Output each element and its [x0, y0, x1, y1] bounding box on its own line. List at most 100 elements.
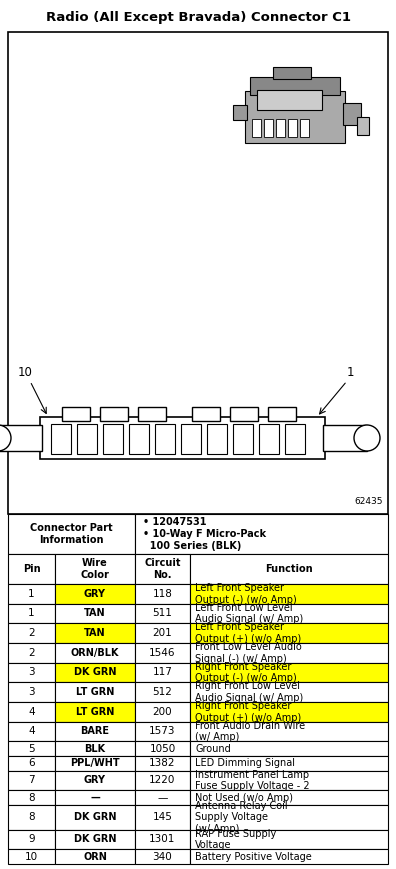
Bar: [190, 721, 388, 741]
Text: DK GRN: DK GRN: [74, 813, 116, 822]
Text: Left Front Low Level
Audio Signal (w/ Amp): Left Front Low Level Audio Signal (w/ Am…: [195, 603, 303, 624]
Text: 1220: 1220: [149, 775, 176, 786]
Text: Battery Positive Voltage: Battery Positive Voltage: [195, 852, 312, 862]
Bar: [62, 407, 90, 421]
Text: 9: 9: [28, 834, 35, 845]
Bar: [55, 623, 135, 643]
Text: 340: 340: [152, 852, 172, 862]
Text: 62435: 62435: [354, 497, 383, 506]
Text: Left Front Speaker
Output (+) (w/o Amp): Left Front Speaker Output (+) (w/o Amp): [195, 622, 301, 644]
Bar: [135, 790, 190, 805]
Bar: [8, 604, 55, 623]
Bar: [129, 424, 149, 454]
Bar: [323, 425, 367, 451]
Bar: [190, 682, 388, 702]
Bar: [8, 849, 55, 864]
Bar: [190, 756, 388, 771]
Bar: [55, 741, 135, 756]
Text: 10: 10: [25, 852, 38, 862]
Text: Wire
Color: Wire Color: [80, 558, 109, 580]
Bar: [8, 643, 55, 662]
Bar: [190, 623, 388, 643]
Text: 145: 145: [152, 813, 172, 822]
Text: • 12047531
• 10-Way F Micro-Pack
  100 Series (BLK): • 12047531 • 10-Way F Micro-Pack 100 Ser…: [143, 517, 266, 551]
Bar: [77, 424, 97, 454]
Text: 1573: 1573: [149, 726, 176, 736]
Text: GRY: GRY: [84, 589, 106, 599]
Bar: [100, 407, 128, 421]
Bar: [135, 643, 190, 662]
Text: Function: Function: [265, 564, 313, 574]
Bar: [233, 105, 247, 120]
Bar: [190, 643, 388, 662]
Text: Right Front Speaker
Output (-) (w/o Amp): Right Front Speaker Output (-) (w/o Amp): [195, 661, 297, 683]
Text: DK GRN: DK GRN: [74, 834, 116, 845]
Bar: [8, 554, 55, 584]
Bar: [135, 584, 190, 604]
Bar: [285, 424, 305, 454]
Bar: [135, 771, 190, 790]
Bar: [8, 584, 55, 604]
Text: Not Used (w/o Amp): Not Used (w/o Amp): [195, 793, 293, 803]
Text: BLK: BLK: [84, 744, 106, 753]
Text: 5: 5: [28, 744, 35, 753]
Bar: [192, 407, 220, 421]
Bar: [55, 756, 135, 771]
Text: 6: 6: [28, 759, 35, 768]
Bar: [55, 662, 135, 682]
Text: 1546: 1546: [149, 647, 176, 658]
Text: TAN: TAN: [84, 608, 106, 619]
Text: RAP Fuse Supply
Voltage: RAP Fuse Supply Voltage: [195, 829, 276, 850]
Bar: [8, 514, 135, 554]
Bar: [252, 119, 261, 137]
Bar: [135, 702, 190, 721]
Bar: [190, 604, 388, 623]
Text: BARE: BARE: [80, 726, 110, 736]
Text: 3: 3: [28, 667, 35, 678]
Text: 1382: 1382: [149, 759, 176, 768]
Text: 201: 201: [152, 628, 172, 638]
Bar: [190, 584, 388, 604]
Bar: [55, 604, 135, 623]
Bar: [8, 771, 55, 790]
Text: 3: 3: [28, 687, 35, 697]
Text: 2: 2: [28, 647, 35, 658]
Bar: [233, 424, 253, 454]
Bar: [55, 849, 135, 864]
Text: 117: 117: [152, 667, 172, 678]
Bar: [138, 407, 166, 421]
Bar: [245, 91, 345, 143]
Text: LT GRN: LT GRN: [76, 706, 114, 717]
Bar: [135, 604, 190, 623]
Bar: [8, 721, 55, 741]
Bar: [343, 103, 361, 125]
Bar: [51, 424, 71, 454]
Bar: [250, 77, 340, 95]
Bar: [135, 756, 190, 771]
Bar: [259, 424, 279, 454]
Text: —: —: [157, 793, 168, 803]
Bar: [190, 790, 388, 805]
Text: 1: 1: [346, 366, 354, 379]
Ellipse shape: [0, 425, 11, 451]
Bar: [55, 721, 135, 741]
Bar: [55, 790, 135, 805]
Bar: [55, 682, 135, 702]
Bar: [190, 805, 388, 830]
Text: 200: 200: [153, 706, 172, 717]
Bar: [190, 741, 388, 756]
Bar: [257, 90, 322, 110]
Text: Radio (All Except Bravada) Connector C1: Radio (All Except Bravada) Connector C1: [46, 11, 350, 24]
Bar: [103, 424, 123, 454]
Bar: [8, 623, 55, 643]
Text: Instrument Panel Lamp
Fuse Supply Voltage - 2: Instrument Panel Lamp Fuse Supply Voltag…: [195, 770, 310, 792]
Bar: [190, 830, 388, 849]
Text: DK GRN: DK GRN: [74, 667, 116, 678]
Bar: [135, 514, 388, 554]
Text: PPL/WHT: PPL/WHT: [70, 759, 120, 768]
Bar: [181, 424, 201, 454]
Text: 7: 7: [28, 775, 35, 786]
Bar: [0, 425, 42, 451]
Text: Right Front Speaker
Output (+) (w/o Amp): Right Front Speaker Output (+) (w/o Amp): [195, 701, 301, 722]
Text: Ground: Ground: [195, 744, 231, 753]
